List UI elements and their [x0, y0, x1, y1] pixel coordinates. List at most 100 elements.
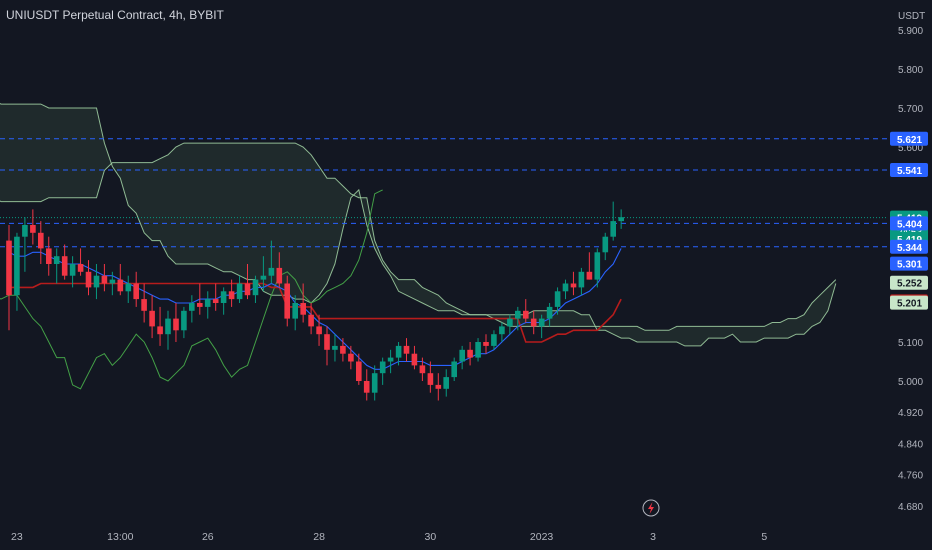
- candle-68: [546, 303, 553, 327]
- candle-body: [101, 275, 108, 284]
- candle-body: [85, 271, 92, 288]
- candle-body: [38, 232, 44, 249]
- candle-66: [530, 310, 537, 335]
- price-tag-label: 5.252: [897, 279, 922, 290]
- candle-46: [371, 365, 378, 401]
- x-tick-label: 13:00: [107, 531, 133, 543]
- candle-2: [22, 217, 28, 272]
- x-tick-label: 3: [650, 531, 656, 543]
- candle-29: [236, 275, 243, 303]
- candle-18: [149, 295, 155, 339]
- candle-body: [53, 256, 60, 264]
- horizontal-levels: [0, 138, 888, 248]
- candle-body: [268, 267, 275, 276]
- y-tick-label: 4.760: [898, 471, 923, 482]
- candle-1: [14, 232, 20, 311]
- cloud-fill: [0, 103, 836, 346]
- leading-span-b: [0, 142, 837, 347]
- candle-25: [204, 291, 211, 319]
- price-tag-9: 5.201: [890, 295, 928, 310]
- candle-10: [85, 260, 92, 296]
- candle-body: [165, 318, 171, 335]
- candle-17: [141, 283, 147, 323]
- candle-body: [22, 225, 28, 237]
- lightning-icon[interactable]: [642, 499, 660, 517]
- candle-body: [515, 310, 521, 319]
- y-tick-label: 4.840: [898, 439, 923, 450]
- candle-body: [93, 275, 100, 288]
- candle-11: [93, 264, 100, 300]
- candle-body: [332, 345, 338, 350]
- candle-body: [371, 373, 378, 393]
- price-tag-1: 5.541: [890, 163, 928, 177]
- candle-body: [491, 334, 497, 346]
- candle-31: [252, 275, 259, 303]
- x-tick-label: 28: [313, 531, 325, 543]
- candle-body: [419, 365, 426, 374]
- ichimoku-cloud: [0, 103, 837, 347]
- candle-body: [586, 271, 593, 280]
- leading-span-a: [0, 103, 837, 331]
- candle-69: [554, 287, 561, 315]
- candle-51: [411, 345, 418, 370]
- price-tag-label: 5.301: [897, 260, 922, 271]
- candle-75: [602, 232, 609, 261]
- candle-body: [14, 236, 20, 296]
- candle-body: [300, 303, 306, 315]
- candle-body: [197, 303, 203, 307]
- candles: [6, 201, 624, 401]
- candle-body: [181, 310, 187, 331]
- candle-body: [530, 318, 537, 327]
- candle-body: [411, 353, 418, 366]
- candle-body: [546, 306, 553, 319]
- y-tick-label: 5.900: [898, 26, 923, 37]
- candle-26: [212, 283, 219, 311]
- x-tick-label: 26: [202, 531, 214, 543]
- candle-33: [268, 240, 275, 284]
- price-tag-bg: [890, 163, 928, 177]
- candle-0: [6, 225, 12, 331]
- x-tick-label: 2023: [530, 531, 554, 543]
- candle-12: [101, 264, 108, 292]
- price-tag-label: 5.344: [897, 243, 922, 254]
- candle-43: [348, 345, 354, 370]
- candle-body: [538, 318, 545, 327]
- candle-body: [133, 283, 139, 300]
- candle-62: [499, 322, 505, 342]
- candle-19: [157, 306, 163, 346]
- candle-body: [69, 264, 76, 276]
- candle-body: [6, 240, 12, 296]
- candle-body: [435, 384, 442, 389]
- candle-4: [38, 221, 44, 264]
- candle-72: [578, 267, 585, 296]
- candle-64: [515, 306, 521, 331]
- candle-body: [77, 264, 84, 272]
- price-tag-bg: [890, 131, 928, 146]
- price-axis[interactable]: 5.900 5.800 5.700 5.600 5.100 5.000 4.920 4.840…: [898, 26, 923, 513]
- candle-40: [324, 326, 330, 366]
- candle-16: [133, 271, 139, 307]
- candle-body: [46, 248, 52, 264]
- candle-body: [427, 373, 434, 385]
- candle-body: [284, 283, 290, 319]
- candle-28: [228, 279, 235, 307]
- candle-7: [61, 244, 68, 280]
- candle-body: [523, 310, 529, 319]
- price-tag-label: 5.404: [897, 219, 922, 230]
- price-tag-bg: [890, 275, 928, 290]
- candle-body: [483, 342, 489, 346]
- candle-74: [594, 248, 601, 288]
- candle-body: [308, 314, 314, 327]
- y-tick-label: 5.700: [898, 104, 923, 115]
- candle-9: [77, 248, 84, 276]
- candle-body: [602, 236, 609, 253]
- candle-27: [220, 287, 227, 315]
- time-axis[interactable]: 23 13:00 26 28 30 2023 3 5: [11, 531, 767, 543]
- candle-70: [562, 279, 569, 300]
- candle-body: [443, 377, 449, 389]
- candle-47: [379, 357, 386, 385]
- candle-61: [491, 330, 497, 350]
